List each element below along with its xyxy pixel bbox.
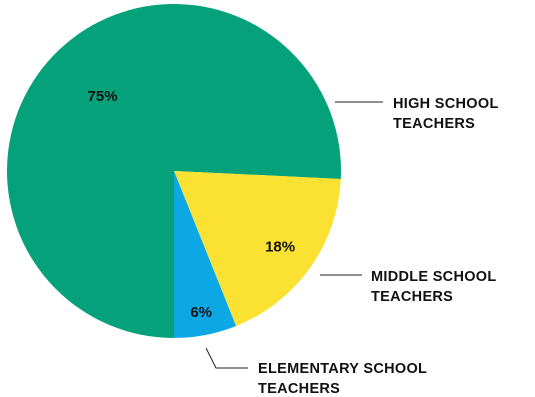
pie-slice-2 xyxy=(174,171,341,327)
pie-slices xyxy=(7,4,342,339)
pie-slice-3 xyxy=(174,171,237,338)
pie-legend-callouts: HIGH SCHOOL TEACHERS MIDDLE SCHOOL TEACHERS… xyxy=(205,96,499,397)
slice-value-label-3: 6% xyxy=(190,304,212,321)
callout-label-1-line-2: TEACHERS xyxy=(393,116,475,132)
callout-label-1-line-1: HIGH SCHOOL xyxy=(393,96,499,112)
slice-value-label-2: 18% xyxy=(265,239,295,256)
pie-value-labels: 75% 18% 6% xyxy=(88,88,296,321)
callout-label-2-line-1: MIDDLE SCHOOL xyxy=(371,269,497,285)
callout-label-3-line-2: TEACHERS xyxy=(258,381,340,397)
callout-label-3-line-1: ELEMENTARY SCHOOL xyxy=(258,361,427,377)
callout-line-3 xyxy=(205,347,248,369)
callout-label-2-line-2: TEACHERS xyxy=(371,289,453,305)
slice-value-label-1: 75% xyxy=(88,88,118,105)
